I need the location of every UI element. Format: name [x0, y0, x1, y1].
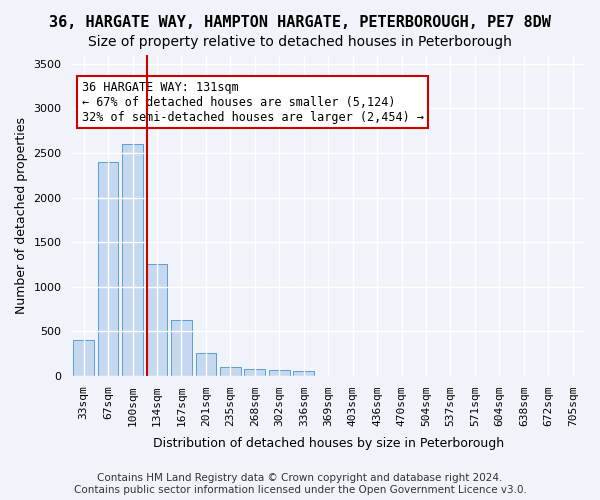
Bar	[146, 264, 167, 376]
X-axis label: Distribution of detached houses by size in Peterborough: Distribution of detached houses by size …	[152, 437, 504, 450]
Bar	[269, 370, 290, 376]
Bar	[244, 369, 265, 376]
Bar	[122, 144, 143, 376]
Bar	[220, 367, 241, 376]
Y-axis label: Number of detached properties: Number of detached properties	[15, 117, 28, 314]
Bar	[98, 162, 118, 376]
Text: Size of property relative to detached houses in Peterborough: Size of property relative to detached ho…	[88, 35, 512, 49]
Bar	[171, 320, 192, 376]
Text: 36 HARGATE WAY: 131sqm
← 67% of detached houses are smaller (5,124)
32% of semi-: 36 HARGATE WAY: 131sqm ← 67% of detached…	[82, 80, 424, 124]
Bar	[196, 354, 217, 376]
Text: Contains HM Land Registry data © Crown copyright and database right 2024.
Contai: Contains HM Land Registry data © Crown c…	[74, 474, 526, 495]
Text: 36, HARGATE WAY, HAMPTON HARGATE, PETERBOROUGH, PE7 8DW: 36, HARGATE WAY, HAMPTON HARGATE, PETERB…	[49, 15, 551, 30]
Bar	[73, 340, 94, 376]
Bar	[293, 371, 314, 376]
